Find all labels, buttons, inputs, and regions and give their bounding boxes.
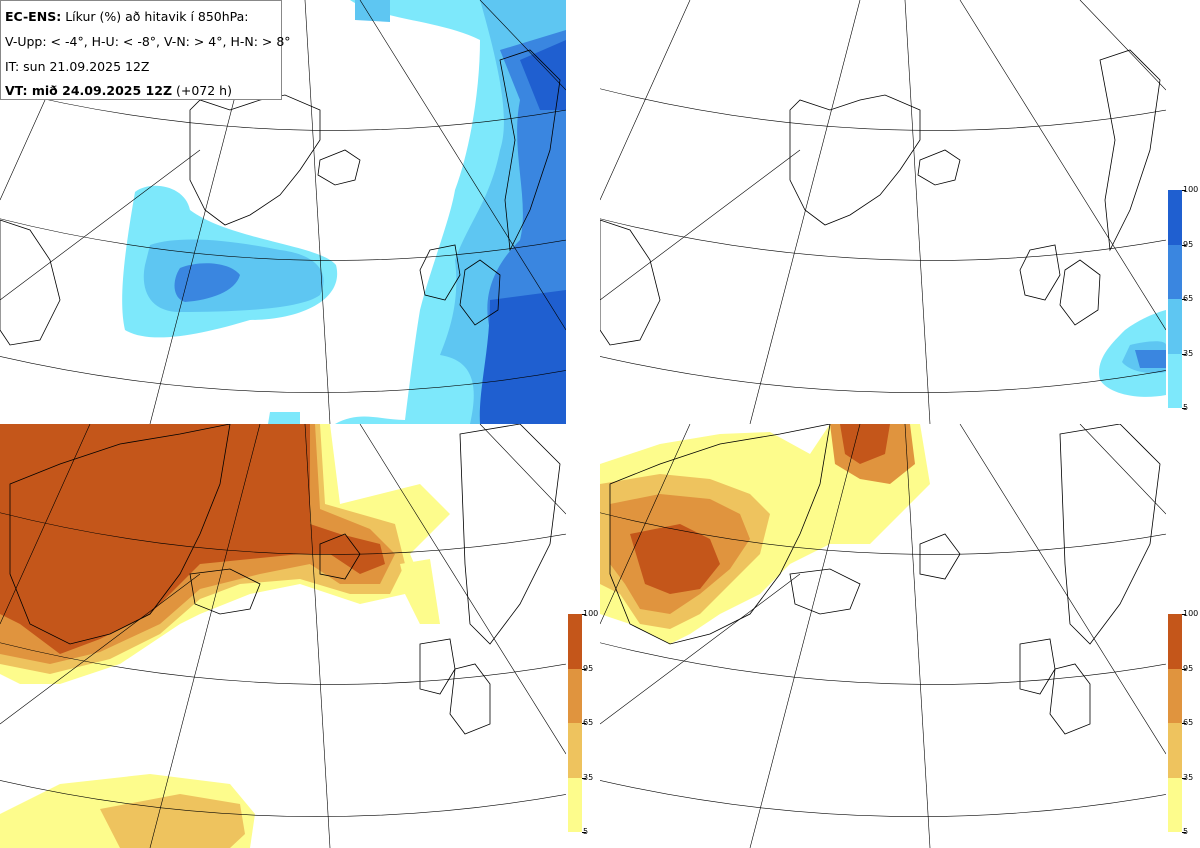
- colorbar-tick: [582, 668, 586, 670]
- colorbar-label: 5: [1183, 827, 1189, 836]
- map-cold-minus8: [600, 0, 1166, 424]
- colorbar-label: 5: [583, 827, 589, 836]
- colorbar-tick: [1182, 190, 1186, 191]
- colorbar-label: 100: [1183, 185, 1199, 194]
- coastlines: [0, 49, 561, 346]
- colorbar-tick: [582, 832, 586, 833]
- panel-warm-plus4: [0, 424, 566, 848]
- colorbar-label: 65: [1183, 718, 1194, 727]
- colorbar-warm-1: 100 95 65 35 5: [568, 610, 598, 836]
- colorbar-label: 35: [1183, 348, 1194, 358]
- colorbar-segment: [568, 614, 582, 669]
- colorbar-cold-2: 100 95 65 35 5: [1168, 186, 1198, 412]
- graticule: [0, 424, 566, 848]
- valid-time-line: VT: mið 24.09.2025 12Z (+072 h): [5, 83, 232, 98]
- probability-shading: [600, 424, 930, 644]
- coastlines: [9, 424, 561, 735]
- panel-cold-minus4: EC-ENS: Líkur (%) að hitavik í 850hPa: V…: [0, 0, 566, 424]
- colorbar-label: 65: [1183, 294, 1194, 303]
- colorbar-tick: [1182, 408, 1186, 409]
- colorbar-segment: [568, 723, 582, 778]
- colorbar-label: 35: [583, 772, 594, 782]
- colorbar-tick: [1182, 723, 1186, 724]
- colorbar-tick: [1182, 668, 1186, 670]
- probability-shading: [0, 424, 450, 848]
- colorbar-label: 100: [1183, 609, 1199, 618]
- map-cold-minus4: [0, 0, 566, 424]
- colorbar-segment: [1168, 299, 1182, 354]
- valid-time: VT: mið 24.09.2025 12Z: [5, 83, 173, 98]
- colorbar-segment: [1168, 353, 1182, 408]
- colorbar-segment: [1168, 723, 1182, 778]
- map-warm-plus4: [0, 424, 566, 848]
- valid-offset: (+072 h): [176, 83, 232, 98]
- title-text: Líkur (%) að hitavik í 850hPa:: [65, 9, 249, 24]
- graticule: [600, 424, 1166, 848]
- header-title-line: EC-ENS: Líkur (%) að hitavik í 850hPa:: [5, 9, 249, 24]
- coastlines: [609, 424, 1161, 735]
- colorbar-label: 5: [1183, 403, 1189, 412]
- graticule: [600, 0, 1166, 424]
- header-box: EC-ENS: Líkur (%) að hitavik í 850hPa: V…: [0, 0, 291, 100]
- model-label: EC-ENS:: [5, 9, 62, 24]
- colorbar-segment: [1168, 190, 1182, 245]
- colorbar-tick: [1182, 244, 1186, 246]
- colorbar-tick: [1182, 832, 1186, 833]
- colorbar-tick: [1182, 353, 1186, 355]
- colorbar-segment: [1168, 614, 1182, 669]
- colorbar-segment: [1168, 777, 1182, 832]
- colorbar-tick: [582, 723, 586, 724]
- colorbar-label: 95: [1183, 663, 1194, 673]
- colorbar-label: 35: [1183, 772, 1194, 782]
- colorbar-tick: [1182, 777, 1186, 779]
- initial-time: IT: sun 21.09.2025 12Z: [5, 59, 150, 74]
- colorbar-tick: [1182, 614, 1186, 615]
- probability-shading: [1099, 310, 1166, 397]
- colorbar-segment: [1168, 668, 1182, 723]
- colorbar-tick: [582, 614, 586, 615]
- colorbar-label: 95: [583, 663, 594, 673]
- map-warm-plus8: [600, 424, 1166, 848]
- colorbar-label: 95: [1183, 239, 1194, 249]
- colorbar-tick: [582, 777, 586, 779]
- panel-warm-plus8: [600, 424, 1166, 848]
- colorbar-label: 65: [583, 718, 594, 727]
- coastlines: [600, 49, 1161, 346]
- categories-text: V-Upp: < -4°, H-U: < -8°, V-N: > 4°, H-N…: [5, 34, 291, 49]
- colorbar-segment: [568, 777, 582, 832]
- colorbar-label: 100: [583, 609, 599, 618]
- colorbar-tick: [1182, 299, 1186, 300]
- colorbar-warm-2: 100 95 65 35 5: [1168, 610, 1198, 836]
- colorbar-segment: [568, 668, 582, 723]
- panel-cold-minus8: [600, 0, 1166, 424]
- colorbar-segment: [1168, 244, 1182, 299]
